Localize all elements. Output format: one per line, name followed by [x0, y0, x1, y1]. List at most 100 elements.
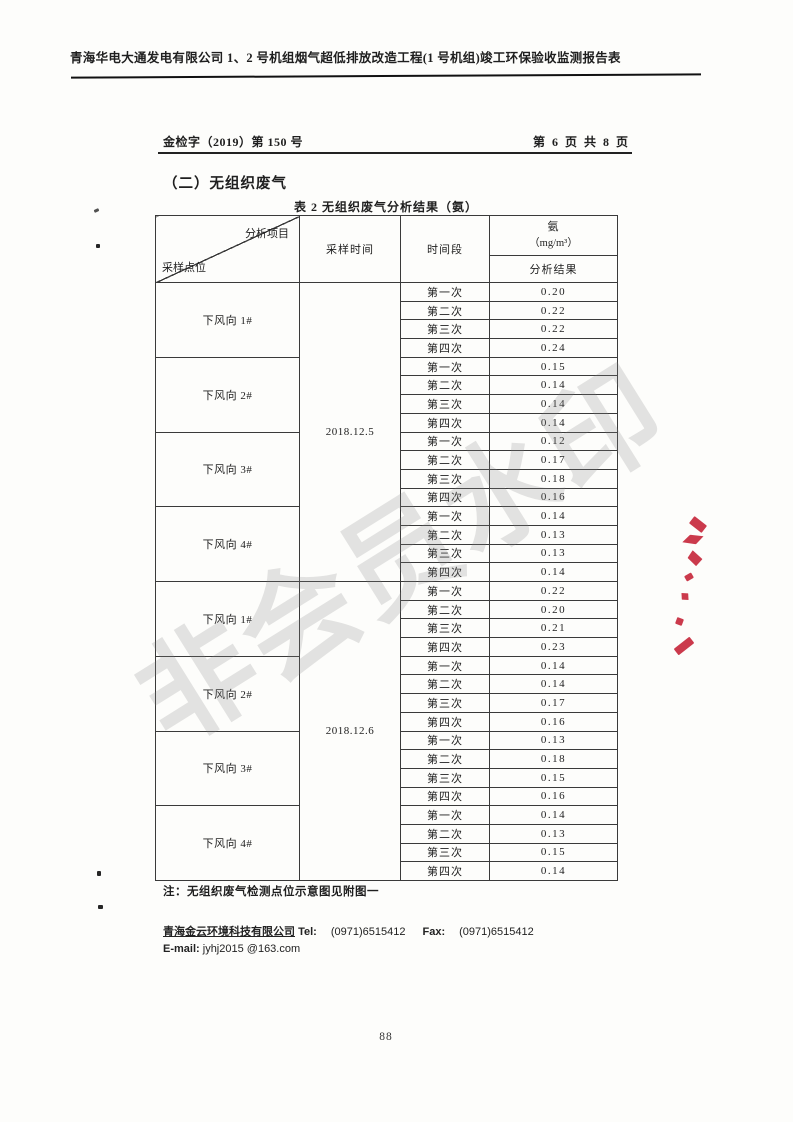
table-row: 第四次 0.16 — [156, 786, 618, 807]
analysis-value-cell: 0.14 — [489, 805, 618, 825]
sampling-time-header: 采样时间 — [299, 215, 401, 283]
report-footer: 青海金云环境科技有限公司 Tel: (0971)6515412 Fax: (0971… — [163, 924, 534, 958]
analysis-value-cell: 0.21 — [489, 618, 618, 639]
analysis-value-cell: 0.14 — [489, 674, 618, 695]
time-period-cell: 第二次 — [400, 375, 490, 396]
fax-label: Fax: — [422, 926, 446, 938]
time-period-cell: 第一次 — [400, 506, 490, 526]
table-title: 表 2 无组织废气分析结果（氨） — [293, 200, 478, 214]
time-period-cell: 第三次 — [400, 543, 490, 564]
analysis-value-cell: 0.14 — [489, 394, 618, 414]
scan-speck — [98, 905, 103, 909]
time-period-cell: 第二次 — [400, 749, 490, 769]
section-title: （二）无组织废气 — [163, 176, 287, 192]
fax-number: (0971)6515412 — [459, 926, 534, 938]
time-period-cell: 第四次 — [400, 562, 490, 582]
sampling-point-cell: 下风向 4# — [155, 805, 300, 881]
time-period-cell: 第一次 — [400, 282, 490, 302]
time-period-cell: 第一次 — [400, 805, 490, 825]
footer-email-line: E-mail: jyhj2015 @163.com — [163, 941, 534, 958]
time-period-cell: 第四次 — [400, 711, 490, 732]
analysis-value-cell: 0.12 — [489, 431, 618, 452]
document-title: 青海华电大通发电有限公司 1、2 号机组烟气超低排放改造工程(1 号机组)竣工环… — [70, 51, 621, 65]
time-period-cell: 第一次 — [400, 356, 490, 377]
time-period-cell: 第一次 — [400, 431, 490, 452]
page-number: 88 — [379, 1031, 393, 1043]
doc-number: 金检字（2019）第 150 号 — [163, 135, 304, 149]
email-address: jyhj2015 @163.com — [202, 943, 301, 956]
sampling-point-cell: 下风向 1# — [155, 581, 300, 657]
table-row: 下风向 4# 第一次 0.14 — [155, 506, 618, 582]
table-row: 第二次 0.14 — [156, 674, 618, 695]
table-row: 下风向 2# 第一次 0.14 — [155, 655, 618, 732]
time-period-cell: 第四次 — [400, 861, 490, 881]
sampling-date-cell: 2018.12.5 — [299, 282, 401, 582]
analysis-value-cell: 0.14 — [489, 375, 618, 396]
sampling-point-cell: 下风向 1# — [155, 282, 300, 358]
table-row: 下风向 2# 第一次 0.15 — [155, 356, 618, 433]
time-period-header: 时间段 — [400, 215, 490, 283]
table-row: 第四次 0.16 — [156, 711, 618, 732]
time-period-cell: 第四次 — [400, 637, 490, 657]
table-row: 第四次 0.14 — [156, 412, 618, 433]
table-row: 第二次 0.14 — [156, 375, 618, 396]
corner-sampling-point-label: 采样点位 — [162, 262, 206, 274]
analysis-value-cell: 0.14 — [489, 655, 618, 676]
analysis-value-cell: 0.16 — [489, 786, 618, 807]
footer-contact-line: 青海金云环境科技有限公司 Tel: (0971)6515412 Fax: (0971… — [163, 924, 534, 941]
table-row: 第四次 0.16 — [156, 487, 618, 508]
time-period-cell: 第一次 — [400, 730, 490, 751]
sampling-point-cell: 下风向 2# — [155, 356, 300, 433]
scan-speck — [93, 208, 100, 213]
scan-speck — [97, 871, 101, 876]
time-period-cell: 第三次 — [400, 394, 490, 414]
tel-label: Tel: — [298, 926, 317, 938]
doc-info-line: 金检字（2019）第 150 号 第 6 页 共 8 页 — [158, 128, 632, 154]
table-row: 第三次 0.22 — [156, 319, 618, 340]
time-period-cell: 第四次 — [400, 338, 490, 358]
time-period-cell: 第一次 — [400, 581, 490, 601]
analysis-value-cell: 0.20 — [489, 282, 618, 302]
analysis-value-cell: 0.15 — [489, 356, 618, 377]
time-period-cell: 第四次 — [400, 487, 490, 508]
analysis-value-cell: 0.13 — [489, 524, 618, 545]
analysis-value-cell: 0.14 — [489, 562, 618, 582]
analysis-value-cell: 0.24 — [489, 338, 618, 358]
table-row: 第三次 0.17 — [156, 693, 618, 713]
analysis-value-cell: 0.16 — [489, 487, 618, 508]
time-period-cell: 第二次 — [400, 823, 490, 844]
analysis-value-cell: 0.14 — [489, 412, 618, 433]
analysis-value-cell: 0.17 — [489, 450, 618, 470]
table-row: 第三次 0.15 — [156, 842, 618, 863]
analysis-table: 分析项目 采样点位 采样时间 时间段 氨 （mg/m³） 分析结果 下风向 1#… — [155, 215, 618, 881]
time-period-cell: 第二次 — [400, 674, 490, 695]
analysis-value-cell: 0.14 — [489, 506, 618, 526]
page-indicator: 第 6 页 共 8 页 — [532, 135, 630, 149]
table-row: 第二次 0.22 — [156, 300, 618, 321]
table-row: 第四次 0.14 — [156, 861, 618, 881]
table-row: 第四次 0.14 — [156, 562, 618, 582]
email-label: E-mail: — [163, 943, 200, 956]
analysis-value-cell: 0.16 — [489, 711, 618, 732]
table-row: 下风向 4# 第一次 0.14 — [155, 805, 618, 881]
analysis-value-cell: 0.13 — [489, 823, 618, 844]
tel-number: (0971)6515412 — [330, 926, 406, 938]
analysis-value-cell: 0.15 — [489, 842, 618, 863]
time-period-cell: 第三次 — [400, 319, 490, 340]
scan-speck — [96, 244, 100, 248]
sampling-point-cell: 下风向 3# — [155, 730, 300, 807]
time-period-cell: 第二次 — [400, 300, 490, 321]
time-period-cell: 第二次 — [400, 599, 490, 620]
table-row: 第二次 0.13 — [156, 524, 618, 545]
table-subheader-row: 分析结果 — [156, 254, 618, 284]
time-period-cell: 第四次 — [400, 412, 490, 433]
time-period-cell: 第三次 — [400, 693, 490, 713]
table-row: 第二次 0.20 — [156, 599, 618, 620]
analysis-value-cell: 0.14 — [489, 861, 618, 881]
time-period-cell: 第三次 — [400, 618, 490, 639]
table-row: 第三次 0.13 — [156, 543, 618, 564]
analysis-value-cell: 0.13 — [489, 543, 618, 564]
table-note: 注：无组织废气检测点位示意图见附图一 — [163, 886, 379, 898]
corner-header-cell: 分析项目 采样点位 — [155, 215, 300, 283]
